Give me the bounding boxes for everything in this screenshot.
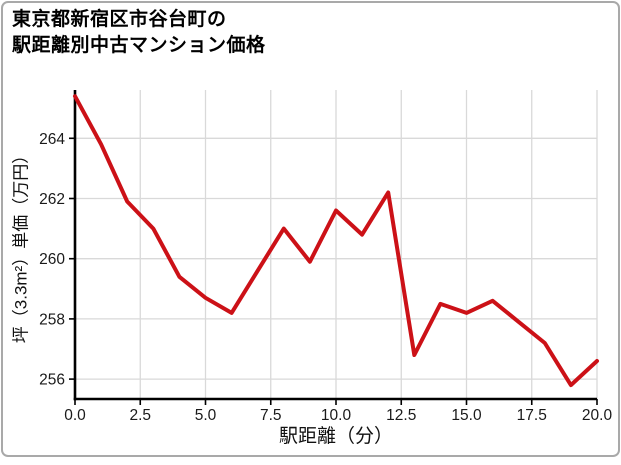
- y-tick-label: 256: [39, 372, 65, 389]
- y-tick-label: 258: [39, 311, 65, 328]
- chart-title-line2: 駅距離別中古マンション価格: [12, 35, 266, 56]
- x-tick-label: 7.5: [260, 407, 282, 424]
- price-line: [73, 94, 599, 388]
- y-tick-label: 264: [39, 131, 65, 148]
- x-tick-label: 12.5: [386, 407, 416, 424]
- x-tick-label: 10.0: [321, 407, 352, 424]
- x-tick-label: 17.5: [517, 407, 547, 424]
- y-axis-title: 坪（3.3m²）単価（万円）: [11, 146, 31, 344]
- y-tick-label: 260: [39, 251, 65, 268]
- chart-title-line1: 東京都新宿区市谷台町の: [12, 9, 227, 30]
- x-tick-label: 5.0: [195, 407, 217, 424]
- y-tick-label: 262: [39, 191, 65, 208]
- x-tick-label: 20.0: [582, 407, 613, 424]
- chart-title: 東京都新宿区市谷台町の 駅距離別中古マンション価格: [12, 7, 266, 59]
- x-tick-label: 15.0: [451, 407, 482, 424]
- x-tick-label: 2.5: [129, 407, 151, 424]
- x-axis-title: 駅距離（分）: [278, 426, 393, 447]
- x-tick-label: 0.0: [64, 407, 86, 424]
